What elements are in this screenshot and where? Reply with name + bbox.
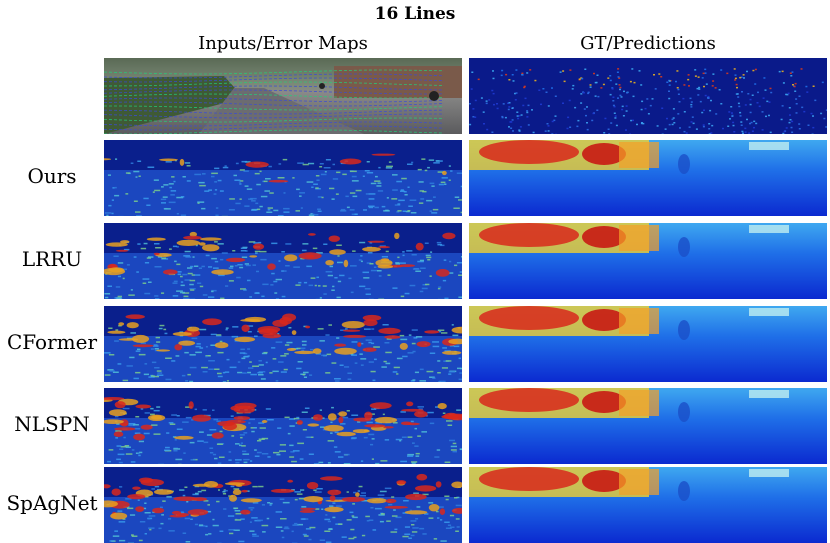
prediction-depth-1: [469, 140, 827, 216]
prediction-depth-2: [469, 223, 827, 299]
figure-title: 16 Lines: [374, 4, 456, 24]
prediction-depth-4: [469, 388, 827, 464]
row-label-2: LRRU: [21, 247, 83, 271]
error-map-1: [104, 140, 462, 216]
input-rgb-image: [104, 58, 462, 134]
row-label-5: SpAgNet: [6, 491, 98, 515]
row-label-1: Ours: [27, 164, 77, 188]
column-header-gt: GT/Predictions: [580, 33, 716, 54]
column-header-inputs: Inputs/Error Maps: [198, 33, 368, 54]
error-map-4: [104, 388, 462, 464]
prediction-depth-3: [469, 306, 827, 382]
error-map-3: [104, 306, 462, 382]
error-map-5: [104, 467, 462, 543]
row-label-3: CFormer: [6, 330, 98, 354]
row-label-4: NLSPN: [14, 412, 90, 436]
error-map-2: [104, 223, 462, 299]
prediction-depth-5: [469, 467, 827, 543]
ground-truth-depth: [469, 58, 827, 134]
